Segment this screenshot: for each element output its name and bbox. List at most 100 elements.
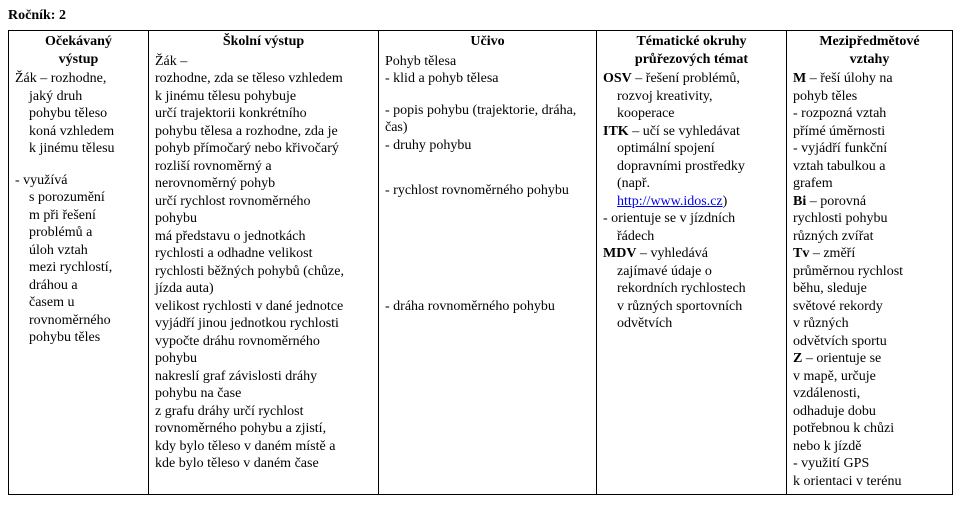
text-line: k jinému tělesu: [15, 140, 142, 158]
text-line: Z – orientuje se: [793, 350, 946, 368]
text-line: rozvoj kreativity,: [603, 88, 780, 106]
text-line: v mapě, určuje: [793, 368, 946, 386]
header-expected-b: výstup: [15, 51, 142, 69]
text-line: přímé úměrnosti: [793, 123, 946, 141]
text-line: průměrnou rychlost: [793, 263, 946, 281]
text-line: z grafu dráhy určí rychlost: [155, 403, 372, 421]
text-line: - popis pohybu (trajektorie, dráha,: [385, 102, 590, 120]
text-line: rovnoměrného pohybu a zjistí,: [155, 420, 372, 438]
text-line: OSV – řešení problémů,: [603, 70, 780, 88]
text-line: nerovnoměrný pohyb: [155, 175, 372, 193]
abbr-z: Z: [793, 351, 802, 366]
abbr-osv: OSV: [603, 71, 632, 86]
text-line: rovnoměrného: [15, 312, 142, 330]
text-line: k orientaci v terénu: [793, 473, 946, 491]
text-line: Tv – změří: [793, 245, 946, 263]
header-themes-b: průřezových témat: [603, 51, 780, 69]
text-line: rozliší rovnoměrný a: [155, 158, 372, 176]
text-span: – vyhledává: [636, 246, 708, 261]
text-line: v různých sportovních: [603, 298, 780, 316]
text-line: - dráha rovnoměrného pohybu: [385, 298, 590, 316]
header-relations-b: vztahy: [793, 51, 946, 69]
text-line: potřebnou k chůzi: [793, 420, 946, 438]
text-line: určí trajektorii konkrétního: [155, 105, 372, 123]
text-line: nebo k jízdě: [793, 438, 946, 456]
text-line: k jinému tělesu pohybuje: [155, 88, 372, 106]
text-line: - rychlost rovnoměrného pohybu: [385, 182, 590, 200]
text-line: s porozumění: [15, 189, 142, 207]
text-line: zajímavé údaje o: [603, 263, 780, 281]
cell-school-output: Školní výstup Žák – rozhodne, zda se těl…: [149, 31, 379, 495]
text-line: (např.: [603, 175, 780, 193]
text-line: kdy bylo těleso v daném místě a: [155, 438, 372, 456]
text-line: - využívá: [15, 172, 142, 190]
text-line: dráhou a: [15, 277, 142, 295]
text-line: různých zvířat: [793, 228, 946, 246]
text-line: optimální spojení: [603, 140, 780, 158]
text-line: jaký druh: [15, 88, 142, 106]
text-line: Pohyb tělesa: [385, 53, 590, 71]
text-line: kde bylo těleso v daném čase: [155, 455, 372, 473]
text-span: – změří: [809, 246, 855, 261]
abbr-tv: Tv: [793, 246, 809, 261]
text-line: - rozpozná vztah: [793, 105, 946, 123]
text-line: světové rekordy: [793, 298, 946, 316]
text-span: ): [723, 194, 728, 209]
cell-content: Učivo Pohyb tělesa - klid a pohyb tělesa…: [379, 31, 597, 495]
text-line: mezi rychlostí,: [15, 259, 142, 277]
text-span: – porovná: [806, 194, 866, 209]
header-themes-a: Tématické okruhy: [603, 33, 780, 51]
curriculum-table: Očekávaný výstup Žák – rozhodne, jaký dr…: [8, 30, 953, 495]
text-line: http://www.idos.cz): [603, 193, 780, 211]
cell-relations: Mezipředmětové vztahy M – řeší úlohy na …: [787, 31, 953, 495]
text-line: odhaduje dobu: [793, 403, 946, 421]
text-line: rekordních rychlostech: [603, 280, 780, 298]
text-line: vyjádří jinou jednotkou rychlosti: [155, 315, 372, 333]
text-line: problémů a: [15, 224, 142, 242]
text-line: m při řešení: [15, 207, 142, 225]
header-content: Učivo: [385, 33, 590, 51]
text-line: rychlosti běžných pohybů (chůze,: [155, 263, 372, 281]
text-line: odvětvích sportu: [793, 333, 946, 351]
text-line: - druhy pohybu: [385, 137, 590, 155]
idos-link[interactable]: http://www.idos.cz: [617, 194, 723, 209]
text-line: - využití GPS: [793, 455, 946, 473]
text-line: koná vzhledem: [15, 123, 142, 141]
text-line: rychlosti pohybu: [793, 210, 946, 228]
abbr-m: M: [793, 71, 806, 86]
text-line: velikost rychlosti v dané jednotce: [155, 298, 372, 316]
text-line: dopravními prostředky: [603, 158, 780, 176]
text-line: MDV – vyhledává: [603, 245, 780, 263]
text-line: řádech: [603, 228, 780, 246]
text-line: pohybu těles: [15, 329, 142, 347]
text-line: jízda auta): [155, 280, 372, 298]
abbr-bi: Bi: [793, 194, 806, 209]
text-line: Žák –: [155, 53, 372, 71]
text-span: – řešení problémů,: [632, 71, 740, 86]
grade-title: Ročník: 2: [8, 8, 952, 24]
header-school: Školní výstup: [155, 33, 372, 51]
text-line: rychlosti a odhadne velikost: [155, 245, 372, 263]
text-line: nakreslí graf závislosti dráhy: [155, 368, 372, 386]
text-line: v různých: [793, 315, 946, 333]
header-relations-a: Mezipředmětové: [793, 33, 946, 51]
abbr-mdv: MDV: [603, 246, 636, 261]
text-line: má představu o jednotkách: [155, 228, 372, 246]
text-line: pohyb přímočarý nebo křivočarý: [155, 140, 372, 158]
text-line: Bi – porovná: [793, 193, 946, 211]
text-span: – učí se vyhledávat: [629, 124, 740, 139]
header-expected-a: Očekávaný: [15, 33, 142, 51]
text-line: kooperace: [603, 105, 780, 123]
text-line: vzdálenosti,: [793, 385, 946, 403]
cell-themes: Tématické okruhy průřezových témat OSV –…: [597, 31, 787, 495]
table-row: Očekávaný výstup Žák – rozhodne, jaký dr…: [9, 31, 953, 495]
text-line: - orientuje se v jízdních: [603, 210, 780, 228]
text-span: – orientuje se: [802, 351, 881, 366]
text-line: určí rychlost rovnoměrného: [155, 193, 372, 211]
text-line: pohybu: [155, 210, 372, 228]
text-line: úloh vztah: [15, 242, 142, 260]
text-line: pohyb těles: [793, 88, 946, 106]
text-span: – řeší úlohy na: [806, 71, 892, 86]
text-line: - klid a pohyb tělesa: [385, 70, 590, 88]
text-line: rozhodne, zda se těleso vzhledem: [155, 70, 372, 88]
